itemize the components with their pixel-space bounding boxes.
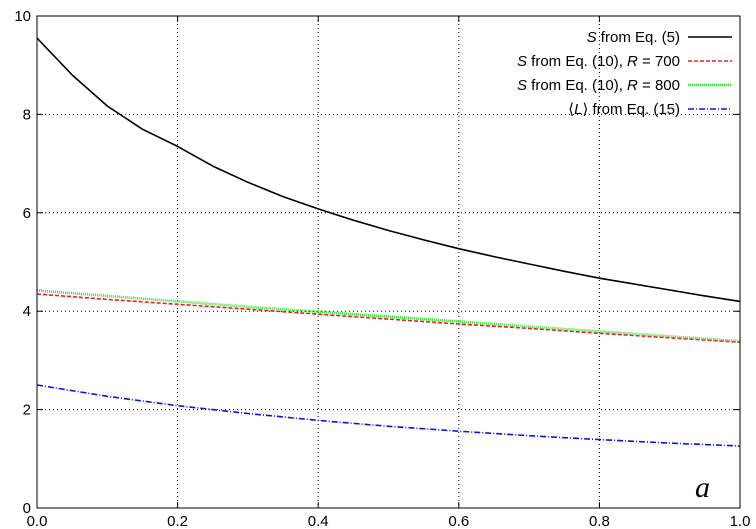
plot-frame (36, 15, 741, 509)
x-tick-label: 0.8 (589, 513, 610, 529)
y-tick-label: 4 (23, 303, 31, 320)
x-tick-label: 0.6 (448, 513, 469, 529)
y-tick-label: 6 (23, 205, 31, 222)
series-line-4 (36, 384, 741, 447)
x-tick-label: 0.0 (27, 513, 48, 529)
legend-label-3: S from Eq. (10), R = 800 (517, 77, 680, 94)
series-line-1 (36, 37, 741, 303)
legend-label-2: S from Eq. (10), R = 700 (517, 53, 680, 70)
legend: S from Eq. (5) S from Eq. (10), R = 700 S … (517, 29, 732, 118)
y-tick-label: 8 (23, 106, 31, 123)
series-group (36, 37, 741, 447)
y-tick-label: 0 (23, 500, 31, 517)
x-tick-label: 1.0 (730, 513, 751, 529)
legend-label-4: ⟨L⟩ from Eq. (15) (568, 101, 680, 118)
axis-ticks: 0.0 0.2 0.4 0.6 0.8 1.0 0 2 4 6 8 10 (14, 8, 750, 529)
series-line-3 (36, 289, 741, 343)
series-line-2 (36, 293, 741, 343)
x-tick-label: 0.2 (167, 513, 188, 529)
panel-annotation: a (695, 471, 710, 504)
legend-label-1: S from Eq. (5) (587, 29, 680, 46)
x-tick-label: 0.4 (308, 513, 329, 529)
y-tick-label: 10 (14, 8, 31, 25)
y-tick-label: 2 (23, 402, 31, 419)
